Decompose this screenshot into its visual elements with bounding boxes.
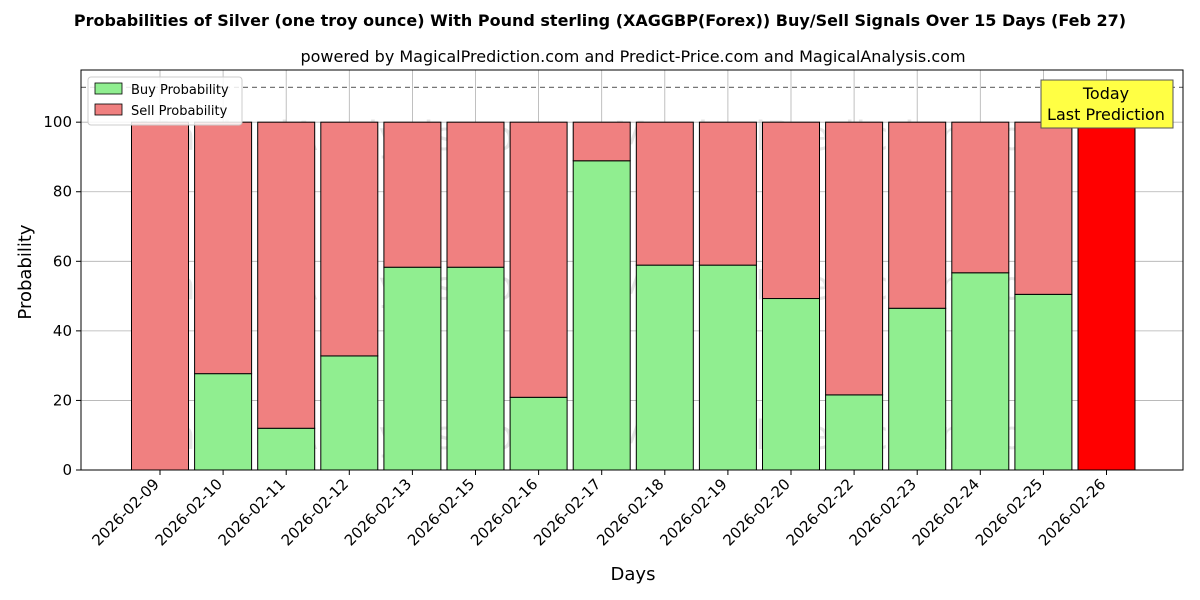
today-annotation: Today Last Prediction [1040,79,1174,129]
legend-label-sell: Sell Probability [131,104,228,119]
x-tick-label: 2026-02-19 [656,475,730,549]
legend-box [87,76,243,126]
y-tick-label: 100 [43,113,72,131]
bar-buy [320,355,379,471]
x-axis-label: Days [611,564,656,585]
bar-buy [1014,293,1073,471]
x-tick-label: 2026-02-12 [278,475,352,549]
today-line2: Last Prediction [1047,105,1165,124]
bar-buy [194,373,253,471]
bar-sell [1014,121,1073,295]
bar-buy [572,160,631,471]
bar-buy [383,266,442,471]
y-tick-label: 0 [62,461,72,479]
y-tick-label: 80 [53,183,72,201]
bar-buy [951,272,1010,471]
bar-sell [572,121,631,162]
chart-title: Probabilities of Silver (one troy ounce)… [74,11,1126,30]
bar-sell [951,121,1010,274]
today-line1: Today [1082,84,1129,103]
x-tick-label: 2026-02-22 [783,475,857,549]
x-tick-label: 2026-02-17 [530,475,604,549]
y-tick-label: 20 [53,391,72,409]
x-tick-label: 2026-02-10 [152,475,226,549]
x-tick-label: 2026-02-26 [1035,475,1109,549]
bar-buy [698,264,757,471]
bar-sell [257,121,316,429]
bar-buy [635,264,694,471]
x-tick-label: 2026-02-24 [909,475,983,549]
bars-layer [131,121,1136,471]
today-box [1040,79,1174,129]
y-tick-label: 40 [53,322,72,340]
x-tick-label: 2026-02-09 [88,475,162,549]
y-tick-label: 60 [53,252,72,270]
x-tick-label: 2026-02-11 [215,475,289,549]
bar-sell [888,121,947,309]
legend-swatch-buy [94,82,123,95]
x-tick-label: 2026-02-18 [593,475,667,549]
bar-buy [509,396,568,471]
bar-sell [509,121,568,398]
x-tick-label: 2026-02-16 [467,475,541,549]
legend-label-buy: Buy Probability [131,83,229,98]
bar-buy [446,266,505,471]
bar-buy [762,298,820,471]
bar-buy [888,307,947,471]
bar-sell [131,121,189,471]
chart-subtitle: powered by MagicalPrediction.com and Pre… [300,47,965,66]
bar-sell [698,121,757,266]
x-ticks: 2026-02-092026-02-102026-02-112026-02-12… [88,470,1109,549]
bar-sell [825,121,884,396]
bar-sell [194,121,253,375]
x-tick-label: 2026-02-13 [341,475,415,549]
plot-frame [80,69,1184,471]
bar-sell [635,121,694,266]
legend: Buy Probability Sell Probability [87,76,243,126]
bar-sell [1077,121,1136,471]
bar-buy [257,427,316,471]
x-tick-label: 2026-02-25 [972,475,1046,549]
bar-sell [446,121,505,268]
bar-sell [320,121,379,357]
x-tick-label: 2026-02-23 [846,475,920,549]
y-ticks: 0 20 40 60 80 100 [43,113,81,479]
x-tick-label: 2026-02-15 [404,475,478,549]
x-tick-label: 2026-02-20 [719,475,793,549]
bar-sell [762,121,820,300]
bar-buy [825,394,884,471]
y-axis-label: Probability [15,224,36,319]
legend-swatch-sell [94,103,123,116]
bar-sell [383,121,442,268]
